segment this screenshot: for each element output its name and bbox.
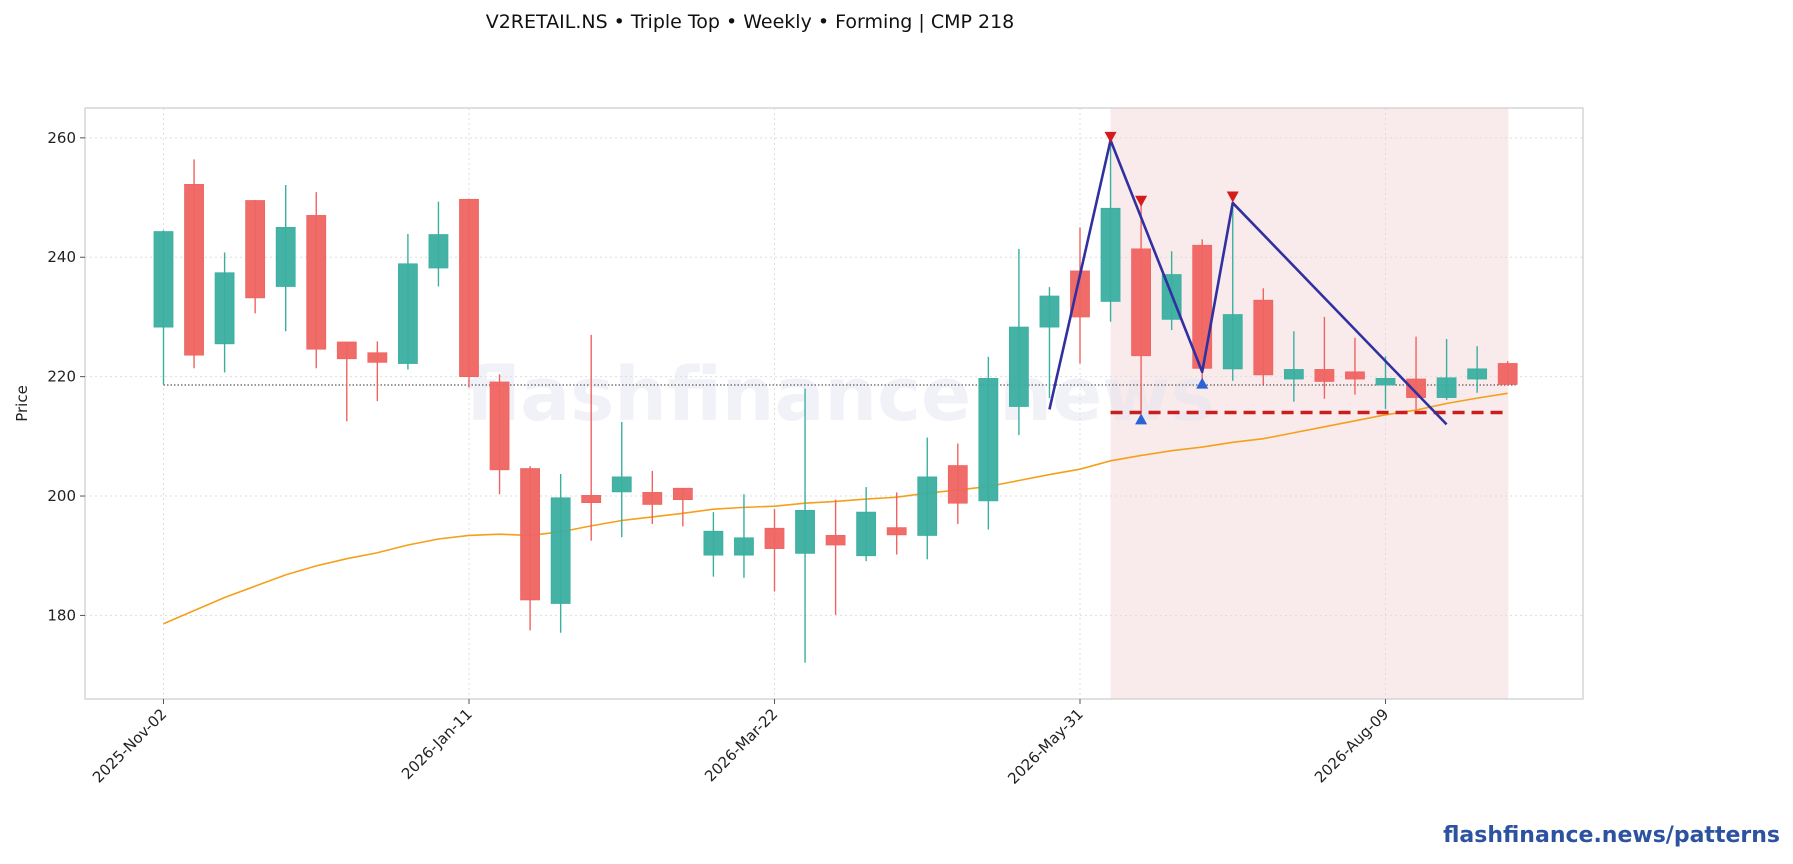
candle-body xyxy=(153,231,174,328)
candle-body xyxy=(336,341,357,360)
candle-body xyxy=(642,492,663,505)
pattern-line xyxy=(1048,138,1448,426)
candle-body xyxy=(672,487,693,501)
candle-body xyxy=(1192,244,1213,369)
candle-body xyxy=(184,184,204,356)
peak-marker xyxy=(1135,195,1148,207)
candle-body xyxy=(1222,314,1243,370)
candle-body xyxy=(581,495,602,503)
y-tick-label: 220 xyxy=(47,368,76,386)
candle-body xyxy=(947,465,968,504)
candle-body xyxy=(275,226,296,287)
trough-marker xyxy=(1196,377,1209,389)
candle-body xyxy=(1436,377,1457,398)
x-tick-label: 2026-Aug-09 xyxy=(1311,705,1392,786)
y-tick-label: 260 xyxy=(47,129,76,147)
y-tick-label: 200 xyxy=(47,487,76,505)
candle-body xyxy=(428,234,449,269)
candle-body xyxy=(795,509,815,554)
x-tick-label: 2026-Mar-22 xyxy=(701,705,781,785)
candle-body xyxy=(459,198,479,378)
watermark: flashfinance.news xyxy=(465,352,1214,438)
candle-body xyxy=(1100,207,1121,302)
candle-body xyxy=(489,381,510,471)
candle-body xyxy=(214,272,235,345)
x-tick-label: 2026-Jan-11 xyxy=(398,705,476,783)
candle-body xyxy=(856,511,877,557)
candle-body xyxy=(1253,299,1274,376)
candle-body xyxy=(978,378,999,502)
x-tick-label: 2025-Nov-02 xyxy=(89,705,170,786)
candle-body xyxy=(1497,363,1518,385)
y-tick-label: 240 xyxy=(47,248,76,266)
x-tick-label: 2026-May-31 xyxy=(1004,705,1087,788)
peak-marker xyxy=(1104,131,1117,143)
candle-body xyxy=(520,468,540,601)
pattern-zone xyxy=(1110,108,1509,699)
y-tick-label: 180 xyxy=(47,606,76,624)
candle-body xyxy=(1039,295,1060,328)
candle-body xyxy=(1283,369,1304,380)
candle-body xyxy=(1467,368,1488,380)
candle-body xyxy=(1406,378,1426,398)
plot-area: flashfinance.news 180 200 220 240 260 2025-Nov… xyxy=(13,107,1584,788)
candle-body xyxy=(734,537,754,556)
candle-body xyxy=(611,476,632,493)
candle-body xyxy=(397,263,418,364)
candle-body xyxy=(550,497,571,604)
trough-marker xyxy=(1135,413,1148,425)
candle-body xyxy=(1345,371,1365,380)
plot-frame xyxy=(84,107,1584,700)
chart-title: V2RETAIL.NS • Triple Top • Weekly • Form… xyxy=(486,11,1015,33)
candle-body xyxy=(1375,378,1396,386)
y-axis-label: Price xyxy=(13,385,31,422)
candle-body xyxy=(1131,248,1151,357)
candle-body xyxy=(703,530,724,556)
candle-body xyxy=(886,527,907,536)
footer-link[interactable]: flashfinance.news/patterns xyxy=(1443,823,1780,848)
candle-body xyxy=(306,215,327,350)
candle-body xyxy=(764,527,785,549)
candle-body xyxy=(1009,326,1029,407)
candle-body xyxy=(245,200,266,299)
candle-body xyxy=(367,352,388,363)
peak-marker xyxy=(1226,191,1239,203)
candle-body xyxy=(917,476,938,536)
candle-body xyxy=(825,535,846,546)
candle-body xyxy=(1314,369,1335,382)
